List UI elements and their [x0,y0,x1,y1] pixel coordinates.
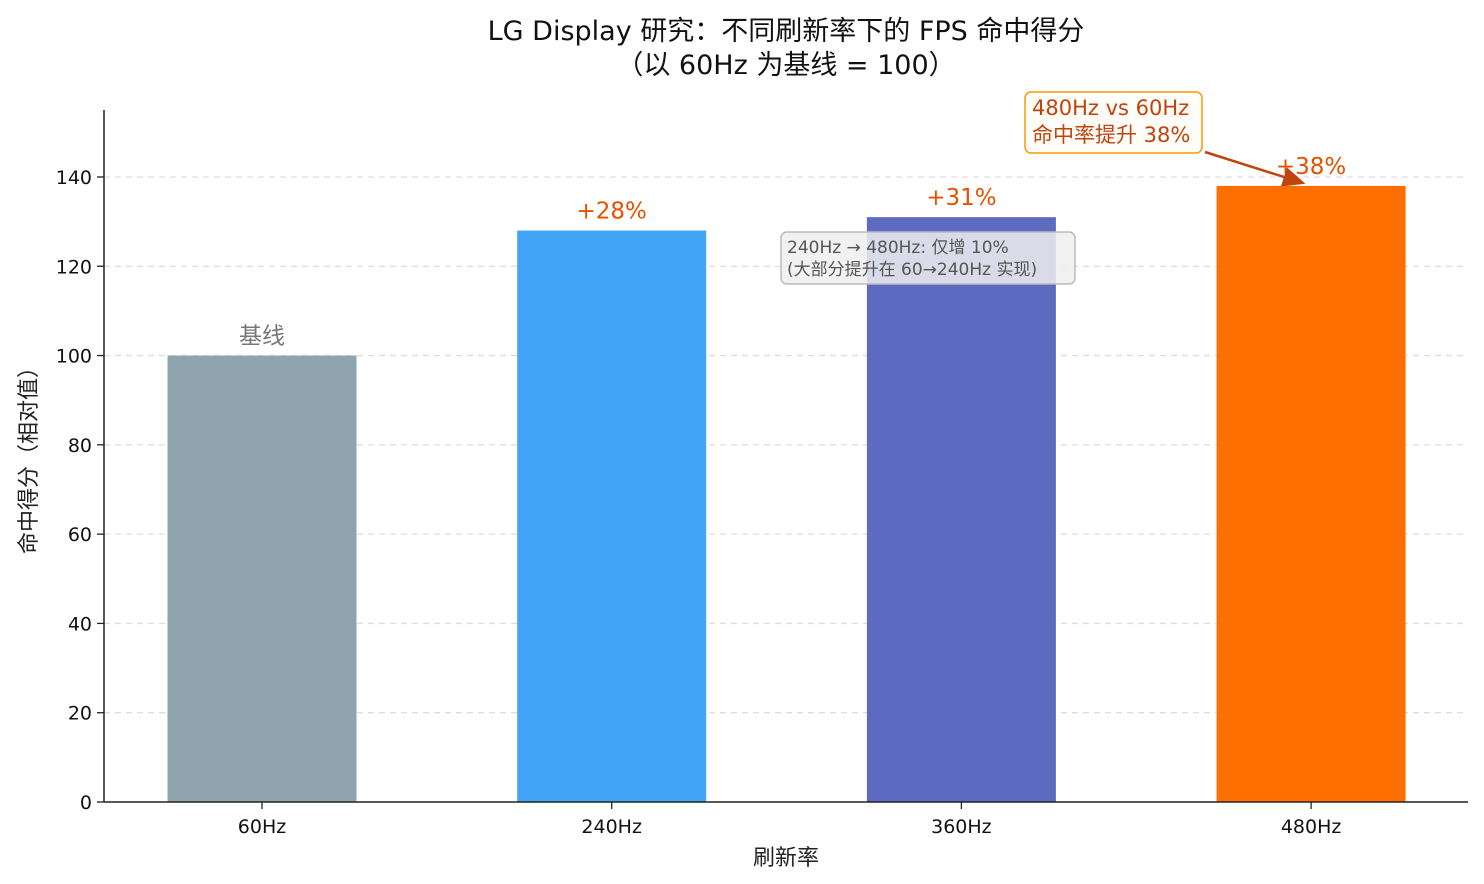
y-tick-label: 140 [56,167,92,189]
y-tick-label: 20 [68,703,92,725]
annotation-diminishing-line-1: 240Hz → 480Hz: 仅增 10% [787,238,1009,258]
bars [167,185,1406,803]
bar-240Hz [517,230,707,802]
y-tick-label: 0 [80,792,92,814]
annotation-480hz-line-1: 480Hz vs 60Hz [1032,96,1189,120]
y-ticks: 0 20 40 60 80 100 120 140 [56,167,104,814]
data-label-60Hz: 基线 [239,324,285,350]
y-axis-label: 命中得分（相对值） [17,356,42,554]
y-tick-label: 120 [56,256,92,278]
y-tick-label: 40 [68,613,92,635]
annotation-diminishing-line-2: (大部分提升在 60→240Hz 实现) [787,260,1037,280]
y-tick-label: 60 [68,524,92,546]
bar-60Hz [167,355,357,802]
annotation-480hz-line-2: 命中率提升 38% [1032,123,1190,147]
annotation-480hz-gain: 480Hz vs 60Hz 命中率提升 38% [1024,91,1306,187]
annotation-diminishing-box [780,231,1076,285]
chart-title: LG Display 研究：不同刷新率下的 FPS 命中得分 [488,16,1085,47]
x-tick-label: 240Hz [581,816,642,838]
bar-480Hz [1216,185,1406,802]
annotation-480hz-arrow [1204,150,1306,187]
data-labels: 基线 +28% +31% +38% [239,154,1346,350]
data-label-240Hz: +28% [576,199,646,225]
annotation-diminishing-returns: 240Hz → 480Hz: 仅增 10% (大部分提升在 60→240Hz 实… [780,231,1076,285]
y-tick-label: 80 [68,435,92,457]
x-axis-label: 刷新率 [753,846,819,871]
x-tick-label: 60Hz [238,816,286,838]
bar-360Hz [866,217,1056,803]
chart-subtitle: （以 60Hz 为基线 = 100） [616,50,955,81]
x-tick-label: 480Hz [1281,816,1342,838]
x-ticks: 60Hz 240Hz 360Hz 480Hz [238,802,1342,838]
y-tick-label: 100 [56,346,92,368]
annotation-480hz-box [1024,91,1203,154]
data-label-360Hz: +31% [926,185,996,211]
x-tick-label: 360Hz [931,816,992,838]
data-label-480Hz: +38% [1276,154,1346,180]
